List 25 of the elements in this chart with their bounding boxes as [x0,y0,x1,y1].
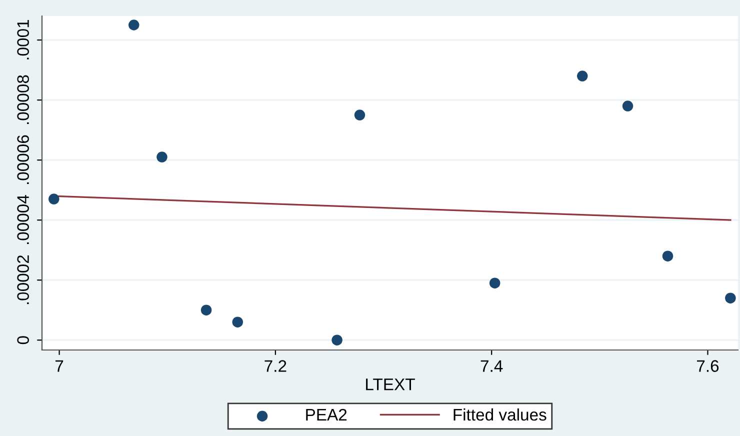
point [232,316,243,328]
point [48,194,60,204]
y-tick-label: 0 [17,336,29,344]
point [725,292,736,304]
point [128,20,140,30]
x-tick-label: 7.4 [480,360,503,372]
point [622,100,634,112]
point [156,152,168,162]
point [662,250,674,262]
x-tick-label: 7.2 [264,360,286,372]
y-tick-label: .00006 [17,135,29,184]
legend-label: Fitted values [454,408,546,421]
y-tick-label: .00008 [17,75,29,124]
point [489,278,500,288]
y-tick-label: .00002 [17,255,29,304]
x-tick-label: 7 [56,360,64,372]
point [576,70,588,82]
legend-label: PEA2 [306,408,347,420]
x-axis-title: LTEXT [366,378,415,390]
y-tick-label: .0001 [17,20,29,60]
x-tick-label: 7.6 [697,360,719,372]
point [332,334,342,346]
y-tick-label: .00004 [17,195,29,244]
point [354,110,366,120]
point [200,304,212,316]
